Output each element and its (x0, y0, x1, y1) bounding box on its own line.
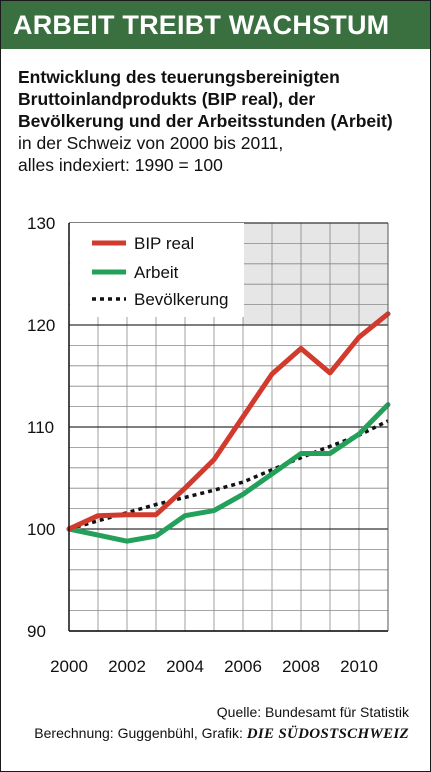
subtitle-line-5: alles indexiert: 1990 = 100 (18, 155, 223, 175)
tick-labels: 90 100 110 120 130 2000 2002 2004 2006 2008 2010 (27, 214, 378, 676)
legend: BIP real Arbeit Bevölkerung (70, 223, 244, 317)
x-tick-label: 2000 (50, 657, 88, 676)
credit-text: Berechnung: Guggenbühl, Grafik: (34, 725, 247, 741)
legend-label-arbeit: Arbeit (134, 263, 179, 282)
y-tick-label: 100 (27, 520, 55, 539)
credit-note: Berechnung: Guggenbühl, Grafik: DIE SÜDO… (34, 725, 409, 743)
subtitle-line-2: Bruttoinlandprodukts (BIP real), der (18, 89, 316, 109)
source-note: Quelle: Bundesamt für Statistik (216, 704, 409, 720)
x-tick-label: 2008 (282, 657, 320, 676)
y-tick-label: 120 (27, 316, 55, 335)
y-tick-label: 130 (27, 214, 55, 233)
subtitle-line-1: Entwicklung des teuerungsbereinigten (18, 67, 340, 87)
y-tick-label: 90 (27, 622, 46, 641)
x-tick-label: 2010 (340, 657, 378, 676)
x-tick-label: 2004 (166, 657, 204, 676)
subtitle-line-4: in der Schweiz von 2000 bis 2011, (18, 133, 284, 153)
series-lines (66, 311, 391, 544)
axes (68, 223, 389, 632)
series-line-arbeit (66, 402, 391, 544)
shaded-region (243, 223, 388, 325)
y-tick-label: 110 (27, 418, 54, 437)
brand-logo: DIE SÜDOSTSCHWEIZ (246, 726, 409, 742)
x-tick-label: 2002 (108, 657, 146, 676)
page-title: ARBEIT TREIBT WACHSTUM (1, 1, 430, 49)
series-line-bip (66, 311, 391, 532)
legend-label-bip: BIP real (134, 234, 194, 253)
x-tick-label: 2006 (224, 657, 262, 676)
chart-subtitle: Entwicklung des teuerungsbereinigten Bru… (18, 66, 423, 176)
subtitle-line-3: Bevölkerung und der Arbeitsstunden (Arbe… (18, 111, 393, 131)
legend-label-bevoelkerung: Bevölkerung (134, 290, 229, 309)
